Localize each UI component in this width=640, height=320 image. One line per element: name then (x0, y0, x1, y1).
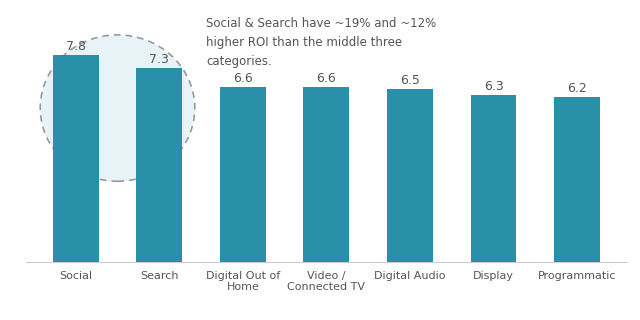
Text: 6.6: 6.6 (317, 72, 336, 85)
Ellipse shape (40, 35, 195, 181)
Text: 6.2: 6.2 (567, 82, 587, 95)
Bar (387, 89, 433, 262)
Text: 6.3: 6.3 (484, 80, 504, 92)
Bar (470, 95, 516, 262)
Text: 6.5: 6.5 (400, 74, 420, 87)
Bar (303, 87, 349, 262)
Text: 7.3: 7.3 (149, 53, 169, 66)
Bar (52, 55, 99, 262)
Bar (554, 97, 600, 262)
Bar (136, 68, 182, 262)
Text: 7.8: 7.8 (66, 40, 86, 53)
Text: 6.6: 6.6 (233, 72, 253, 85)
Bar (220, 87, 266, 262)
Text: Social & Search have ~19% and ~12%
higher ROI than the middle three
categories.: Social & Search have ~19% and ~12% highe… (206, 17, 436, 68)
